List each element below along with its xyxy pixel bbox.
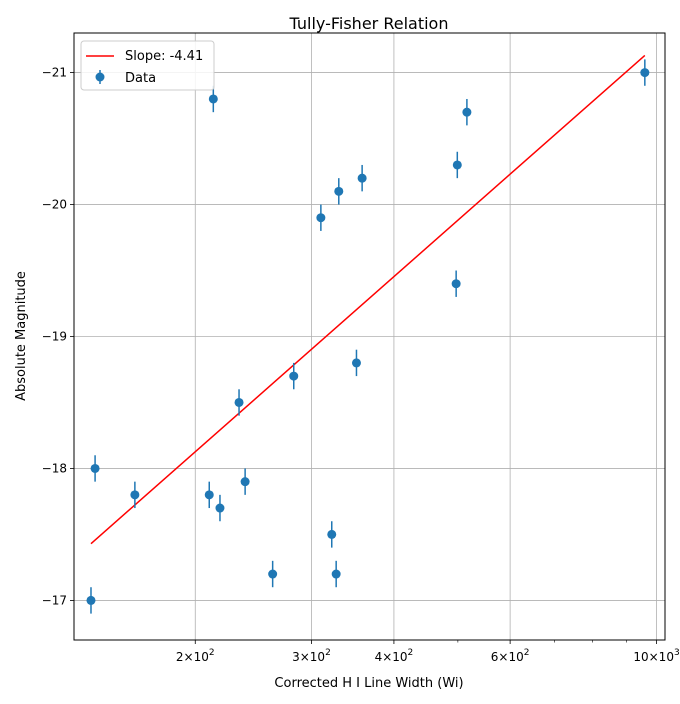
legend-label-fit: Slope: -4.41 <box>125 49 203 64</box>
y-tick-label: −21 <box>42 66 67 80</box>
data-point <box>215 503 225 513</box>
y-tick-label: −17 <box>42 593 67 607</box>
data-point <box>208 94 218 104</box>
y-axis-label: Absolute Magnitude <box>14 271 29 401</box>
data-point <box>316 213 326 223</box>
data-point <box>451 279 461 289</box>
legend-marker-swatch <box>95 72 105 82</box>
y-tick-label: −18 <box>42 461 67 475</box>
data-point <box>240 477 250 487</box>
data-point <box>90 463 100 473</box>
x-tick-label: 10×103 <box>633 648 679 664</box>
data-point <box>289 371 299 381</box>
legend-box <box>80 40 215 91</box>
grid <box>74 33 665 640</box>
x-axis-ticks: 2×102 3×102 4×102 6×102 10×103 <box>176 640 680 664</box>
data-point <box>86 595 96 605</box>
points-layer <box>86 59 650 614</box>
data-point <box>640 68 650 78</box>
data-point <box>268 569 278 579</box>
legend-label-data: Data <box>125 71 156 86</box>
legend: Slope: -4.41 Data <box>80 40 215 91</box>
y-tick-label: −19 <box>42 330 67 344</box>
x-tick-label: 4×102 <box>375 648 414 664</box>
fit-line <box>90 54 646 545</box>
data-point <box>130 490 140 500</box>
x-tick-label: 6×102 <box>491 648 530 664</box>
chart-title: Tully-Fisher Relation <box>289 14 449 33</box>
y-tick-label: −20 <box>42 198 67 212</box>
data-point <box>452 160 462 170</box>
x-tick-label: 3×102 <box>292 648 331 664</box>
data-point <box>204 490 214 500</box>
data-point <box>351 358 361 368</box>
y-axis-ticks: −21 −20 −19 −18 −17 <box>42 66 74 607</box>
data-point <box>334 186 344 196</box>
x-tick-label: 2×102 <box>176 648 215 664</box>
data-point <box>327 529 337 539</box>
x-axis-label: Corrected H I Line Width (Wi) <box>274 676 463 691</box>
data-point <box>331 569 341 579</box>
fit-line-layer <box>90 54 646 545</box>
data-point <box>234 397 244 407</box>
data-point <box>462 107 472 117</box>
data-point <box>357 173 367 183</box>
